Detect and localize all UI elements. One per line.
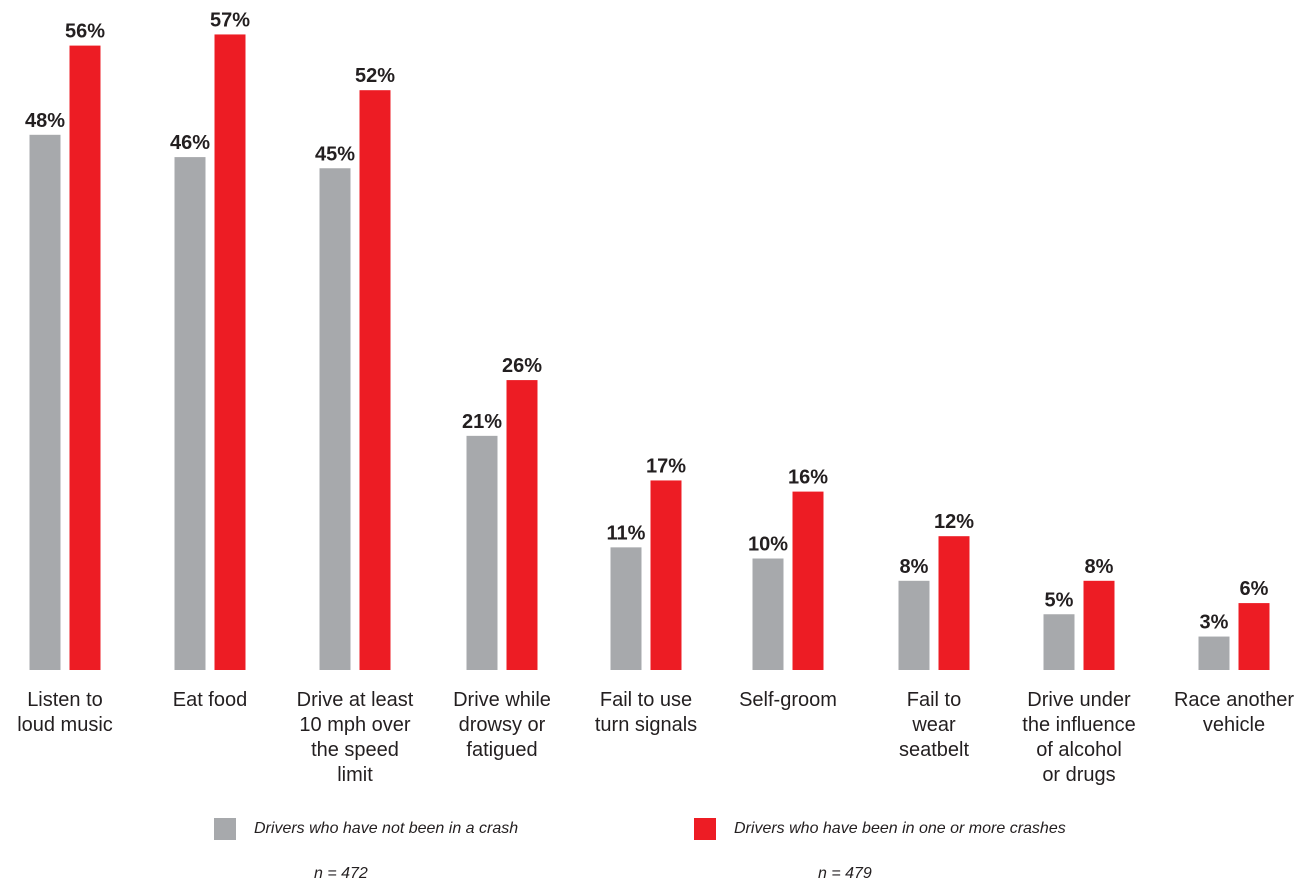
legend-swatch-crash <box>694 818 716 840</box>
legend-swatch-no-crash <box>214 818 236 840</box>
sample-size-no-crash: n = 472 <box>314 865 368 882</box>
data-label-self-groom-no-crash: 10% <box>748 534 788 556</box>
legend-label-no-crash: Drivers who have not been in a crash <box>254 820 519 837</box>
bar-drive-over-speed-limit-crash <box>359 90 391 670</box>
sample-size-crash: n = 479 <box>818 865 872 882</box>
bar-listen-to-loud-music-no-crash <box>29 134 61 671</box>
bar-drive-under-influence-crash <box>1083 580 1115 670</box>
data-label-fail-seatbelt-crash: 12% <box>934 511 974 533</box>
data-label-drive-under-influence-no-crash: 5% <box>1045 589 1074 611</box>
bar-race-another-vehicle-no-crash <box>1198 636 1230 670</box>
data-label-drive-over-speed-limit-crash: 52% <box>355 65 395 87</box>
bar-fail-turn-signals-no-crash <box>610 547 642 670</box>
data-label-fail-seatbelt-no-crash: 8% <box>900 556 929 578</box>
category-label-drive-under-influence: Drive under the influence of alcohol or dru… <box>1022 689 1136 786</box>
data-label-eat-food-no-crash: 46% <box>170 132 210 154</box>
bar-fail-seatbelt-crash <box>938 536 970 670</box>
bar-drive-over-speed-limit-no-crash <box>319 168 351 670</box>
data-label-drive-drowsy-crash: 26% <box>502 355 542 377</box>
category-label-drive-drowsy: Drive while drowsy or fatigued <box>453 689 551 761</box>
data-label-race-another-vehicle-crash: 6% <box>1240 578 1269 600</box>
data-label-fail-turn-signals-no-crash: 11% <box>607 522 646 544</box>
legend-item-no-crash: Drivers who have not been in a crash <box>214 818 518 840</box>
category-label-self-groom: Self-groom <box>739 689 837 711</box>
bar-drive-drowsy-crash <box>506 380 538 670</box>
bar-fail-turn-signals-crash <box>650 480 682 670</box>
bar-listen-to-loud-music-crash <box>69 45 101 671</box>
bar-self-groom-crash <box>792 491 824 670</box>
bar-race-another-vehicle-crash <box>1238 603 1270 670</box>
data-label-listen-to-loud-music-crash: 56% <box>65 21 105 43</box>
bar-drive-drowsy-no-crash <box>466 435 498 670</box>
data-label-listen-to-loud-music-no-crash: 48% <box>25 110 65 132</box>
category-label-fail-seatbelt: Fail to wear seatbelt <box>898 689 970 761</box>
legend-item-crash: Drivers who have been in one or more cra… <box>694 818 1066 840</box>
bar-drive-under-influence-no-crash <box>1043 614 1075 670</box>
bar-eat-food-no-crash <box>174 157 206 671</box>
category-label-eat-food: Eat food <box>172 689 248 711</box>
category-label-drive-over-speed-limit: Drive at least 10 mph over the speed limit <box>296 689 414 786</box>
data-label-eat-food-crash: 57% <box>210 9 250 31</box>
category-label-listen-to-loud-music: Listen to loud music <box>17 689 113 736</box>
data-label-fail-turn-signals-crash: 17% <box>646 455 686 477</box>
bar-fail-seatbelt-no-crash <box>898 580 930 670</box>
data-label-drive-under-influence-crash: 8% <box>1085 556 1114 578</box>
bar-eat-food-crash <box>214 34 246 670</box>
data-label-drive-over-speed-limit-no-crash: 45% <box>315 143 355 165</box>
bar-self-groom-no-crash <box>752 558 784 670</box>
category-label-fail-turn-signals: Fail to use turn signals <box>594 689 698 736</box>
legend-label-crash: Drivers who have been in one or more cra… <box>734 820 1066 837</box>
data-label-race-another-vehicle-no-crash: 3% <box>1200 612 1229 634</box>
category-label-race-another-vehicle: Race another vehicle <box>1173 689 1295 736</box>
data-label-self-groom-crash: 16% <box>788 467 828 489</box>
legend: Drivers who have not been in a crash Dri… <box>0 818 1314 888</box>
data-label-drive-drowsy-no-crash: 21% <box>462 411 502 433</box>
